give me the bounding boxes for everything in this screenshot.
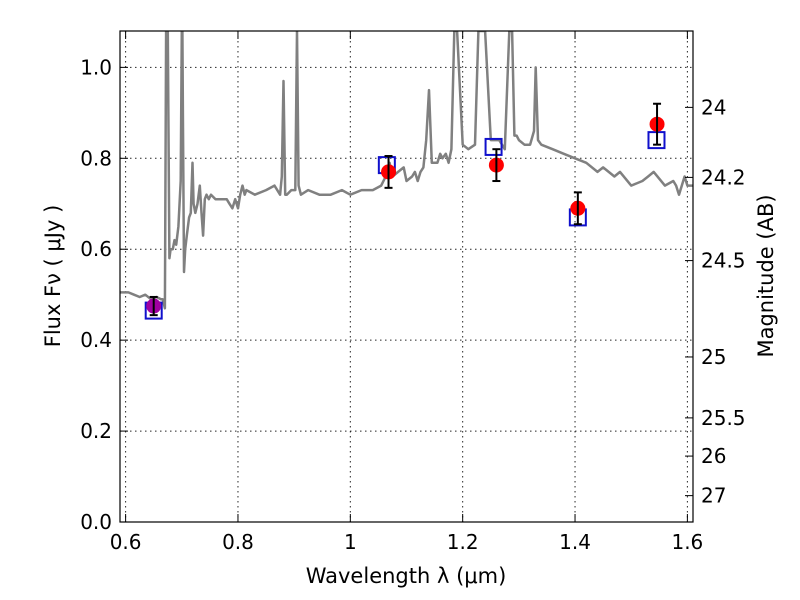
- magnitude-tick-label: 24.5: [701, 249, 746, 273]
- magnitude-tick-label: 27: [701, 484, 726, 508]
- y-axis-label: Flux Fν ( μJy ): [41, 205, 65, 348]
- magnitude-tick-label: 24.2: [701, 165, 746, 189]
- spectrum-line: [120, 31, 693, 310]
- y-tick-label: 0.0: [80, 510, 112, 534]
- grid-lines: [120, 31, 693, 523]
- x-tick-label: 1: [344, 530, 357, 554]
- x-tick-label: 0.6: [110, 530, 142, 554]
- magnitude-tick-labels: 24 24.2 24.5 25 25.5 26 27: [701, 95, 746, 507]
- model-box-point: [484, 137, 503, 156]
- magnitude-tick-label: 25.5: [701, 406, 746, 430]
- y-tick-label: 1.0: [80, 55, 112, 79]
- magnitude-tick-label: 25: [701, 345, 726, 369]
- x-tick-labels: 0.6 0.8 1 1.2 1.4 1.6: [110, 530, 704, 554]
- y-tick-label: 0.6: [80, 237, 112, 261]
- axes-frame: [119, 30, 694, 523]
- plot-area: [120, 31, 693, 320]
- y-tick-label: 0.2: [80, 419, 112, 443]
- y-tick-labels: 0.0 0.2 0.4 0.6 0.8 1.0: [80, 55, 112, 534]
- x-tick-label: 1.2: [447, 530, 479, 554]
- tick-marks: [120, 31, 693, 523]
- x-tick-label: 1.4: [559, 530, 591, 554]
- x-tick-label: 0.8: [222, 530, 254, 554]
- magnitude-tick-label: 24: [701, 95, 726, 119]
- y-tick-label: 0.4: [80, 328, 112, 352]
- x-tick-label: 1.6: [671, 530, 703, 554]
- y-tick-label: 0.8: [80, 146, 112, 170]
- x-axis-label: Wavelength λ (μm): [306, 564, 507, 588]
- magnitude-tick-label: 26: [701, 444, 726, 468]
- right-axis-label: Magnitude (AB): [754, 194, 778, 357]
